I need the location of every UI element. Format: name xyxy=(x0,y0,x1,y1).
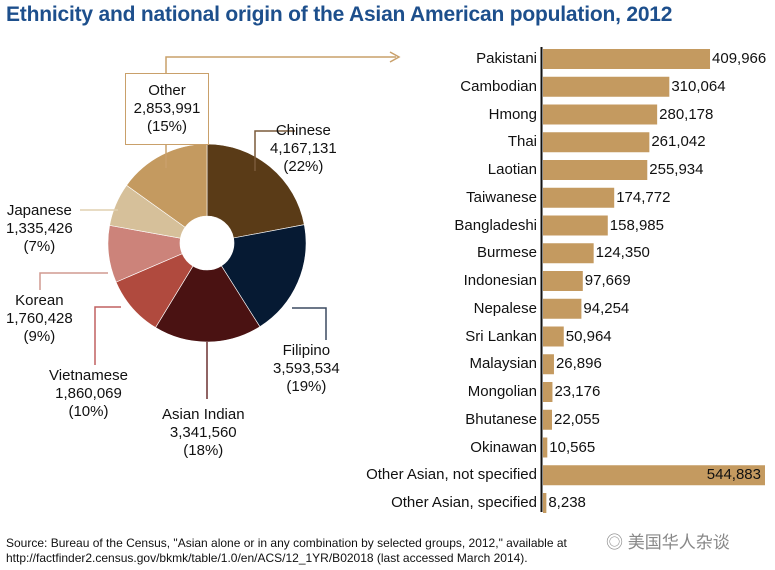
slice-name: Other xyxy=(148,82,186,99)
bar-category-label: Okinawan xyxy=(470,438,537,456)
slice-name: Chinese xyxy=(275,122,331,139)
bar xyxy=(543,298,582,319)
bar-value-label: 261,042 xyxy=(651,133,706,151)
slice-label-asian-indian: Asian Indian 3,341,560 (18%) xyxy=(162,406,245,460)
slice-value-label: 4,167,131 xyxy=(270,140,337,157)
bar xyxy=(543,49,711,69)
slice-pct-label: (10%) xyxy=(68,403,109,420)
chart-title: Ethnicity and national origin of the Asi… xyxy=(6,3,673,26)
bar xyxy=(543,160,648,180)
pie-slice-filipino xyxy=(221,224,307,328)
slice-label-chinese: Chinese 4,167,131 (22%) xyxy=(270,122,337,176)
leader-line-chinese xyxy=(254,130,295,171)
source-line-1: Source: Bureau of the Census, "Asian alo… xyxy=(6,536,567,550)
slice-value-label: 1,335,426 xyxy=(6,220,73,237)
bar xyxy=(543,465,765,486)
bar xyxy=(543,76,670,97)
bar-category-label: Thai xyxy=(507,133,537,151)
arrowhead-icon xyxy=(389,51,401,63)
bar xyxy=(543,493,547,513)
slice-label-other: Other 2,853,991 (15%) xyxy=(128,82,206,136)
bar-category-label: Other Asian, not specified xyxy=(366,466,537,484)
bar-value-label: 10,565 xyxy=(549,438,596,456)
slice-name: Vietnamese xyxy=(49,367,128,384)
bar-category-label: Nepalese xyxy=(473,299,537,317)
slice-pct-label: (15%) xyxy=(146,118,187,135)
bar-value-label: 50,964 xyxy=(565,327,612,345)
bar-category-label: Burmese xyxy=(476,244,537,262)
bar-value-label: 94,254 xyxy=(583,299,630,317)
bar-category-label: Other Asian, specified xyxy=(391,494,537,511)
bar xyxy=(543,187,615,208)
bar-value-label: 544,883 xyxy=(706,466,761,484)
other-breakdown-connector xyxy=(165,56,396,73)
bar-category-label: Taiwanese xyxy=(466,188,537,206)
slice-label-vietnamese: Vietnamese 1,860,069 (10%) xyxy=(49,367,128,421)
bar-value-label: 255,934 xyxy=(649,161,704,178)
slice-name: Korean xyxy=(15,292,64,309)
slice-pct-label: (19%) xyxy=(286,378,327,395)
bar xyxy=(543,382,553,402)
slice-value-label: 1,860,069 xyxy=(55,385,122,402)
bar-category-label: Laotian xyxy=(487,161,537,178)
source-line-2: http://factfinder2.census.gov/bkmk/table… xyxy=(6,551,528,565)
slice-label-korean: Korean 1,760,428 (9%) xyxy=(6,292,73,346)
bar-category-label: Pakistani xyxy=(476,50,537,67)
other-callout-box xyxy=(125,73,209,145)
bar xyxy=(543,409,552,430)
slice-pct-label: (18%) xyxy=(183,442,224,459)
slice-pct-label: (7%) xyxy=(23,238,56,255)
bar-value-label: 97,669 xyxy=(584,272,631,289)
bar-category-label: Malaysian xyxy=(469,355,537,373)
bar-category-label: Sri Lankan xyxy=(465,327,537,345)
pie-slice-chinese xyxy=(206,143,305,239)
bar-value-label: 26,896 xyxy=(555,355,602,373)
leader-line-korean xyxy=(39,272,108,290)
bar-category-label: Bhutanese xyxy=(465,410,537,428)
bar-value-label: 23,176 xyxy=(554,383,601,400)
wechat-icon: ◎ xyxy=(606,533,628,552)
slice-label-filipino: Filipino 3,593,534 (19%) xyxy=(273,342,340,396)
bar xyxy=(543,354,554,375)
slice-name: Japanese xyxy=(6,202,72,219)
bar-value-label: 409,966 xyxy=(712,50,767,67)
leader-line-filipino xyxy=(292,307,327,340)
bar xyxy=(543,271,583,291)
bar xyxy=(543,437,548,458)
source-note: Source: Bureau of the Census, "Asian alo… xyxy=(6,536,567,566)
bar-value-label: 280,178 xyxy=(659,105,714,123)
slice-value-label: 3,341,560 xyxy=(169,424,237,441)
watermark: ◎ 美国华人杂谈 xyxy=(606,528,730,553)
slice-label-japanese: Japanese 1,335,426 (7%) xyxy=(6,202,73,256)
bar-category-label: Bangladeshi xyxy=(454,216,537,234)
bar-value-label: 174,772 xyxy=(616,188,671,206)
bar xyxy=(543,104,658,125)
bar-category-label: Indonesian xyxy=(463,272,537,289)
slice-name: Asian Indian xyxy=(162,406,245,423)
slice-value-label: 2,853,991 xyxy=(133,100,201,117)
watermark-text: 美国华人杂谈 xyxy=(627,533,730,552)
leader-line-vietnamese xyxy=(94,306,121,365)
bar-category-label: Mongolian xyxy=(467,383,537,400)
bar-category-label: Cambodian xyxy=(460,77,537,95)
bar xyxy=(543,243,594,264)
slice-pct-label: (22%) xyxy=(283,158,324,175)
bar-value-label: 124,350 xyxy=(595,244,650,262)
slice-pct-label: (9%) xyxy=(23,328,56,345)
slice-value-label: 1,760,428 xyxy=(6,310,73,327)
bar xyxy=(543,215,608,236)
slice-name: Filipino xyxy=(282,342,331,359)
bar-value-label: 8,238 xyxy=(548,494,586,511)
bar-category-label: Hmong xyxy=(488,105,537,123)
bar-value-label: 310,064 xyxy=(671,77,726,95)
bar xyxy=(543,132,650,153)
slice-value-label: 3,593,534 xyxy=(273,360,340,377)
bar xyxy=(543,326,564,347)
bar-value-label: 158,985 xyxy=(609,216,664,234)
bar-value-label: 22,055 xyxy=(553,410,600,428)
